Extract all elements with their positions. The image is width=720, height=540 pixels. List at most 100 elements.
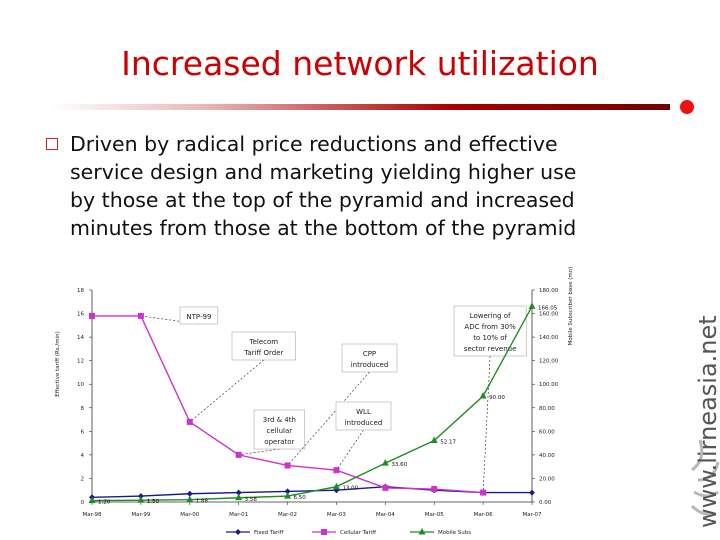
right-axis-label: Mobile Subscriber base (mn) — [568, 267, 574, 346]
cellular-tariff-marker — [431, 486, 438, 493]
fixed-tariff-marker — [186, 490, 193, 497]
right-tick-label: 80.00 — [539, 406, 555, 412]
left-tick-label: 10 — [77, 382, 84, 388]
annotation-box — [231, 331, 296, 361]
annotation-text: cellular — [267, 427, 293, 435]
x-tick-label: Mar-05 — [425, 512, 445, 518]
fixed-tariff-marker — [529, 489, 535, 496]
left-tick-label: 8 — [81, 406, 85, 412]
data-label: 13.00 — [342, 486, 358, 492]
watermark-text: www.lirneasia.net — [694, 315, 720, 528]
x-axis-ticks: Mar-98 Mar-99 Mar-00 Mar-01 Mar-02 Mar-03 Mar-… — [82, 502, 542, 518]
annotation-text: NTP-99 — [186, 313, 211, 321]
bullet-paragraph: Driven by radical price reductions and e… — [70, 130, 680, 242]
data-label: 1.50 — [147, 499, 160, 505]
data-label: 52.17 — [440, 440, 456, 446]
annotation-text: to 10% of — [473, 334, 507, 342]
watermark: www.lirneasia.net — [690, 315, 720, 528]
data-label: 1.88 — [196, 499, 209, 505]
annotation-box — [341, 343, 398, 373]
data-label: 33.60 — [391, 462, 407, 468]
x-tick-label: Mar-99 — [131, 512, 151, 518]
mobile-subs-marker — [430, 436, 438, 444]
chart-axes — [91, 290, 533, 503]
lirneasia-flower-icon — [690, 439, 720, 516]
right-tick-label: 120.00 — [539, 359, 559, 365]
cellular-tariff-marker — [284, 462, 291, 469]
mobile-subs-marker — [284, 492, 292, 499]
cellular-tariff-marker — [480, 489, 487, 496]
annotation-leader — [287, 371, 370, 466]
bullet-line: minutes from those at the bottom of the … — [70, 216, 577, 240]
x-tick-label: Mar-02 — [278, 512, 297, 518]
data-label: 90.00 — [489, 395, 505, 401]
annotation-leader — [336, 429, 364, 471]
cellular-tariff-marker — [235, 451, 242, 458]
annotation-leader — [238, 448, 280, 456]
x-tick-label: Mar-98 — [82, 512, 102, 518]
chart: 0 2 4 6 8 10 12 14 16 18 0.00 20.00 40.00 60.00 80.00… — [55, 267, 574, 536]
mobile-subs-marker — [528, 302, 536, 309]
x-tick-label: Mar-04 — [376, 512, 396, 518]
annotation-text: 3rd & 4th — [263, 416, 296, 424]
right-tick-label: 40.00 — [539, 453, 555, 459]
cellular-tariff-marker — [382, 484, 389, 491]
x-tick-label: Mar-03 — [327, 512, 347, 518]
right-tick-label: 0.00 — [539, 500, 552, 506]
title-accent-dot — [680, 100, 694, 114]
bullet-square-icon — [46, 138, 58, 150]
right-tick-label: 180.00 — [539, 288, 559, 294]
legend-swatch-marker — [235, 529, 241, 535]
annotation-box — [335, 401, 392, 431]
cellular-tariff-marker — [89, 312, 95, 319]
annotation-text: operator — [264, 438, 294, 446]
left-tick-label: 4 — [81, 453, 85, 459]
annotation-text: introduced — [345, 419, 383, 427]
mobile-subs-marker — [479, 392, 487, 399]
data-labels: 1.20 1.50 1.88 3.58 6.50 13.00 33.60 52.17 90.00… — [98, 305, 558, 505]
annotation-text: Telecom — [248, 338, 278, 346]
annotation-box — [179, 306, 219, 325]
x-tick-label: Mar-06 — [474, 512, 494, 518]
data-label: 166.05 — [538, 305, 558, 311]
legend-label: Mobile Subs — [438, 530, 471, 536]
data-label: 6.50 — [294, 495, 307, 501]
annotation-text: introduced — [351, 361, 389, 369]
annotation-text: sector revenue — [464, 345, 517, 353]
cellular-tariff-marker — [137, 312, 144, 319]
fixed-tariff-marker — [137, 493, 144, 500]
annotation-leader — [189, 359, 264, 423]
bullet-line: Driven by radical price reductions and e… — [70, 132, 558, 156]
bullet-line: service design and marketing yielding hi… — [70, 160, 577, 184]
annotation-text: CPP — [363, 350, 376, 358]
annotation-box — [453, 305, 527, 357]
left-tick-label: 0 — [81, 500, 85, 506]
right-tick-label: 60.00 — [539, 429, 555, 435]
left-tick-label: 12 — [77, 359, 84, 365]
right-tick-label: 100.00 — [539, 382, 559, 388]
series-line-2 — [91, 306, 533, 502]
bullet-line: by those at the top of the pyramid and i… — [70, 188, 575, 212]
mobile-subs-marker — [332, 482, 340, 490]
right-tick-label: 140.00 — [539, 335, 559, 341]
cellular-tariff-marker — [186, 418, 193, 425]
left-tick-label: 16 — [77, 312, 84, 318]
legend-swatch-marker — [418, 528, 426, 535]
x-tick-label: Mar-01 — [229, 512, 248, 518]
annotation-text: Tariff Order — [243, 349, 283, 357]
right-axis-ticks: 0.00 20.00 40.00 60.00 80.00 100.00 120.00 140.… — [532, 288, 559, 506]
legend-swatch-marker — [321, 529, 327, 535]
fixed-tariff-marker — [235, 489, 242, 496]
legend-label: Cellular Tariff — [340, 530, 376, 536]
mobile-subs-marker — [88, 496, 96, 504]
legend-label: Fixed Tariff — [254, 530, 284, 536]
annotation-leader — [482, 355, 491, 493]
data-label: 3.58 — [245, 497, 258, 503]
slide-title: Increased network utilization — [121, 44, 599, 83]
left-tick-label: 18 — [77, 288, 84, 294]
mobile-subs-marker — [381, 459, 389, 466]
x-tick-label: Mar-00 — [180, 512, 200, 518]
title-underline — [50, 104, 670, 110]
chart-annotations: NTP-99 Telecom Tariff Order 3rd & 4th cellul… — [140, 305, 527, 493]
series-markers — [88, 302, 536, 504]
